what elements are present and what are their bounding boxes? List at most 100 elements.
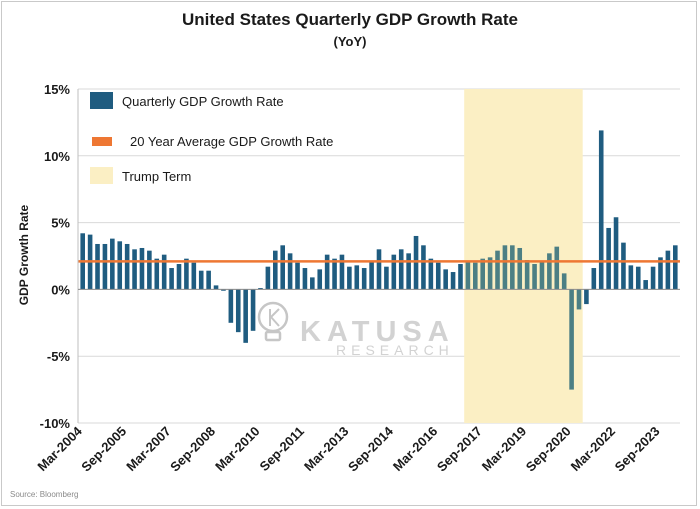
bar — [95, 243, 100, 290]
bar — [243, 289, 248, 343]
bar — [443, 269, 448, 290]
x-tick-label: Sep-2017 — [434, 424, 485, 475]
x-tick-label: Sep-2023 — [612, 424, 663, 475]
bar — [117, 241, 123, 290]
bar — [280, 245, 285, 290]
bar — [221, 289, 226, 291]
bar — [524, 260, 530, 290]
source-note: Source: Bloomberg — [10, 490, 79, 499]
y-tick-label: -10% — [40, 416, 71, 431]
bar — [310, 277, 315, 290]
bar — [398, 249, 404, 290]
bar — [628, 265, 634, 290]
bar — [184, 258, 189, 290]
lightbulb-icon — [257, 301, 289, 333]
bar — [598, 130, 604, 290]
y-tick-label: 15% — [44, 82, 70, 97]
bar — [554, 246, 560, 290]
bar — [258, 288, 263, 290]
x-tick-label: Sep-2014 — [345, 423, 397, 475]
bar — [339, 254, 345, 290]
bar — [458, 264, 463, 290]
bar — [473, 262, 478, 290]
bar — [673, 245, 678, 290]
bar — [413, 235, 419, 290]
legend-swatch-bar — [90, 92, 113, 109]
bar — [273, 250, 278, 290]
bar — [250, 289, 256, 331]
bar — [635, 266, 641, 290]
y-axis-label: GDP Growth Rate — [17, 204, 31, 305]
bar — [502, 245, 508, 290]
bar — [384, 266, 389, 290]
bar — [206, 270, 211, 290]
bar — [295, 262, 300, 290]
bar — [621, 242, 626, 290]
bar — [332, 258, 337, 290]
bar — [658, 257, 663, 290]
lightbulb-base — [264, 330, 282, 342]
x-tick-label: Sep-2011 — [257, 424, 307, 474]
bar — [147, 250, 152, 290]
chart-title: United States Quarterly GDP Growth Rate — [182, 10, 518, 29]
bar — [584, 289, 589, 305]
bar — [428, 258, 434, 290]
bar — [450, 272, 456, 290]
x-tick-label: Mar-2019 — [479, 424, 529, 474]
bar — [487, 257, 493, 290]
bar — [539, 261, 545, 290]
bar — [421, 245, 426, 290]
bar — [510, 245, 515, 290]
bar — [132, 249, 137, 290]
bar — [317, 269, 323, 290]
legend-label-area: Trump Term — [122, 169, 191, 184]
bar — [369, 261, 374, 290]
bar — [613, 217, 619, 290]
bar — [154, 258, 160, 290]
bar — [354, 265, 360, 290]
bar — [265, 266, 271, 290]
bar — [228, 289, 234, 323]
bar — [665, 250, 671, 290]
y-tick-label: -5% — [47, 349, 71, 364]
bar — [169, 268, 174, 290]
bar — [591, 268, 597, 290]
x-tick-label: Mar-2013 — [301, 424, 351, 474]
bar — [480, 258, 485, 290]
logo-wordmark: KATUSA — [300, 316, 455, 348]
bar — [324, 254, 330, 290]
bar — [547, 253, 552, 290]
bar — [391, 254, 397, 290]
x-tick-label: Mar-2022 — [568, 424, 618, 474]
x-tick-label: Sep-2020 — [523, 424, 574, 475]
bar — [124, 243, 130, 290]
bar — [517, 247, 523, 290]
bar — [191, 262, 197, 290]
bar — [213, 285, 219, 290]
x-tick-label: Mar-2010 — [212, 424, 262, 474]
bar — [198, 270, 204, 290]
x-tick-label: Mar-2007 — [123, 424, 173, 474]
x-tick-label: Sep-2008 — [167, 424, 218, 475]
bar — [376, 249, 382, 290]
bar — [606, 227, 611, 290]
bar — [561, 273, 567, 290]
bar — [102, 243, 108, 290]
y-tick-label: 0% — [51, 282, 70, 297]
trump-term-area — [464, 89, 583, 423]
trump-term-band — [464, 89, 583, 423]
chart-subtitle: (YoY) — [333, 34, 367, 49]
x-tick-label: Sep-2005 — [78, 424, 129, 475]
bar — [361, 268, 367, 290]
bar — [576, 289, 582, 310]
watermark-logo: KATUSA RESEARCH — [257, 301, 455, 358]
legend-swatch-area — [90, 167, 113, 184]
bar — [532, 264, 537, 290]
bars — [80, 130, 678, 390]
legend: Quarterly GDP Growth Rate 20 Year Averag… — [90, 92, 333, 184]
y-tick-label: 5% — [51, 216, 70, 231]
logo-subtitle: RESEARCH — [336, 342, 454, 358]
bar — [465, 261, 471, 290]
